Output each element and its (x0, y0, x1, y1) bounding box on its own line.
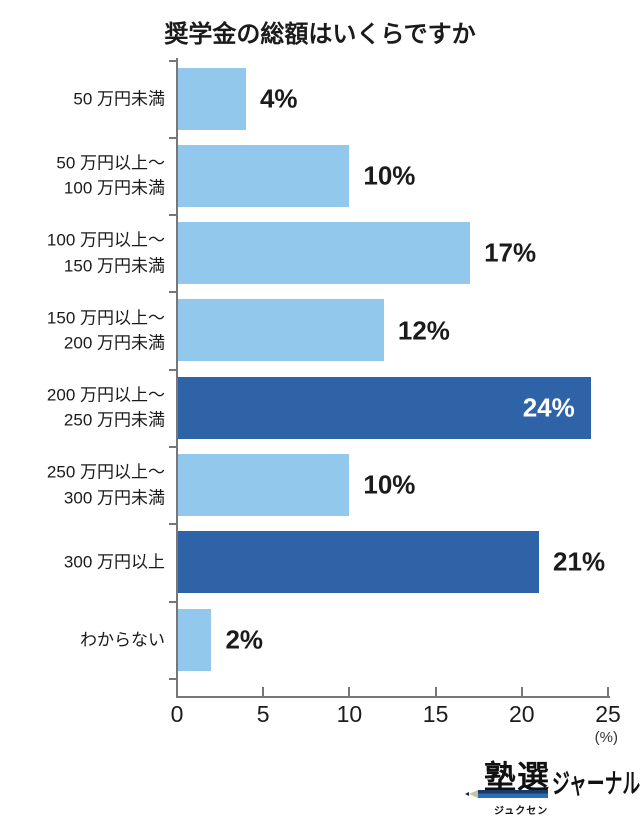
value-label: 4% (259, 83, 298, 114)
y-axis-line (176, 58, 178, 698)
y-tick-mark (169, 600, 176, 603)
value-label: 24% (522, 392, 575, 423)
x-tick-mark (520, 687, 523, 696)
x-tick-label: 25 (595, 701, 621, 727)
pencil-tip-icon (469, 790, 478, 798)
category-label: 200 万円以上～ 250 万円未満 (46, 385, 165, 430)
y-tick-mark (169, 523, 176, 526)
bar-row: 200 万円以上～ 250 万円未満 24% (0, 369, 640, 446)
y-tick-mark (169, 136, 176, 139)
x-tick-label: 15 (422, 701, 449, 727)
bar (177, 608, 212, 671)
bar: 24% (177, 376, 591, 439)
bar-row: 50 万円未満 4% (0, 60, 640, 137)
value-label: 17% (484, 237, 537, 268)
logo-reading-text: ジュクセン (494, 806, 549, 817)
x-tick-label: 5 (256, 701, 270, 727)
value-label: 21% (553, 546, 606, 577)
y-tick-mark (169, 214, 176, 217)
pencil-underline-icon (465, 790, 548, 798)
x-tick-label: 10 (336, 701, 363, 727)
bar (177, 299, 384, 362)
x-tick-label: 20 (509, 701, 535, 727)
y-tick-mark (169, 677, 176, 680)
x-tick-mark (348, 687, 351, 696)
bar (177, 144, 350, 207)
value-label: 2% (225, 624, 264, 655)
logo-main-text: 塾選 (484, 759, 551, 795)
y-tick-mark (169, 446, 176, 448)
bar-row: 50 万円以上～ 100 万円未満 10% (0, 137, 640, 214)
x-tick-mark (176, 687, 178, 696)
bar-row: 300 万円以上 21% (0, 524, 640, 601)
x-tick-label: 0 (170, 701, 184, 727)
bar (177, 454, 350, 517)
jukusen-journal-logo: 塾選 ジュクセン ジャーナル (458, 750, 640, 818)
y-tick-mark (169, 368, 176, 371)
y-tick-mark (169, 59, 176, 62)
bar (177, 531, 540, 594)
category-label: 50 万円以上～ 100 万円未満 (56, 153, 165, 198)
bar-row: 250 万円以上～ 300 万円未満 10% (0, 447, 640, 524)
chart-title: 奨学金の総額はいくらですか (164, 21, 476, 48)
bar-row: 100 万円以上～ 150 万円未満 17% (0, 215, 640, 292)
value-label: 10% (363, 469, 416, 500)
category-label: 250 万円以上～ 300 万円未満 (46, 462, 165, 508)
bar-row: 150 万円以上～ 200 万円未満 12% (0, 292, 640, 369)
logo-suffix-text: ジャーナル (552, 769, 640, 799)
category-label: 300 万円以上 (63, 552, 165, 572)
x-tick-mark (262, 687, 265, 696)
category-label: 100 万円以上～ 150 万円未満 (46, 230, 165, 276)
value-label: 12% (397, 315, 450, 346)
x-tick-mark (434, 687, 437, 696)
bar (177, 222, 471, 285)
category-label: 50 万円未満 (73, 88, 165, 108)
bar (177, 67, 246, 130)
x-axis-line (176, 696, 610, 698)
value-label: 10% (363, 160, 416, 191)
bar-row: わからない 2% (0, 601, 640, 678)
y-tick-mark (169, 291, 176, 294)
category-label: 150 万円以上～ 200 万円未満 (46, 308, 165, 353)
pencil-point-icon (465, 792, 469, 796)
category-label: わからない (80, 629, 165, 649)
x-tick-mark (607, 687, 609, 696)
x-axis-unit-label: (%) (594, 729, 618, 746)
